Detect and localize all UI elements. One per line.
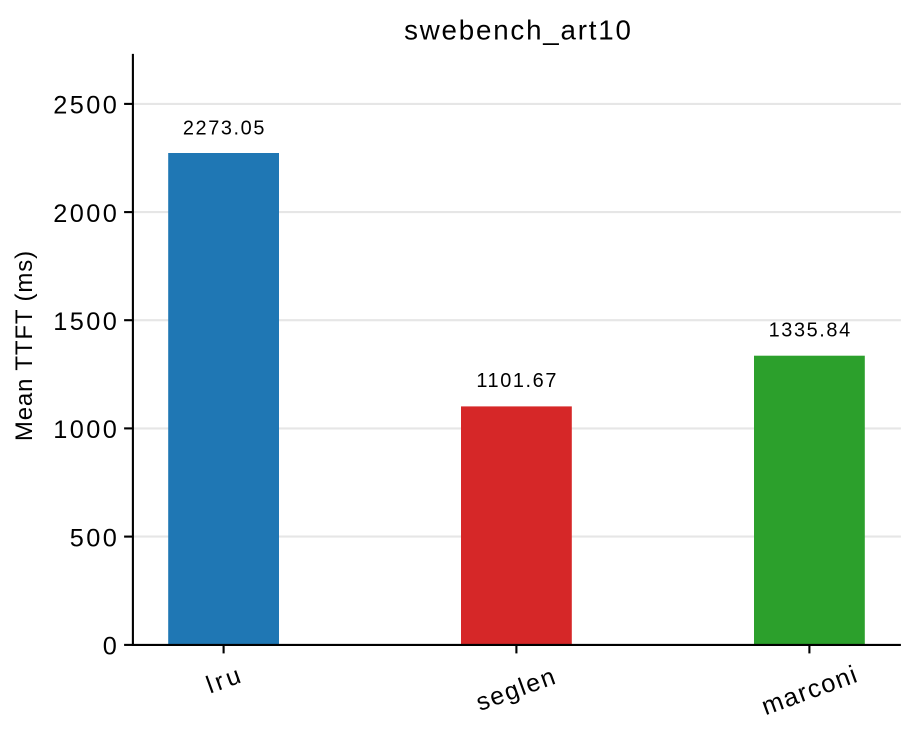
svg-text:1000: 1000 (53, 416, 119, 444)
svg-text:0: 0 (103, 633, 119, 661)
svg-text:1500: 1500 (53, 308, 119, 336)
svg-text:1101.67: 1101.67 (476, 370, 558, 392)
svg-text:500: 500 (70, 524, 119, 552)
svg-text:Mean TTFT (ms): Mean TTFT (ms) (11, 250, 38, 441)
svg-text:2000: 2000 (53, 200, 119, 228)
svg-text:1335.84: 1335.84 (769, 319, 852, 341)
svg-text:2500: 2500 (53, 92, 119, 120)
svg-text:2273.05: 2273.05 (183, 118, 266, 140)
svg-text:swebench_art10: swebench_art10 (404, 15, 633, 46)
